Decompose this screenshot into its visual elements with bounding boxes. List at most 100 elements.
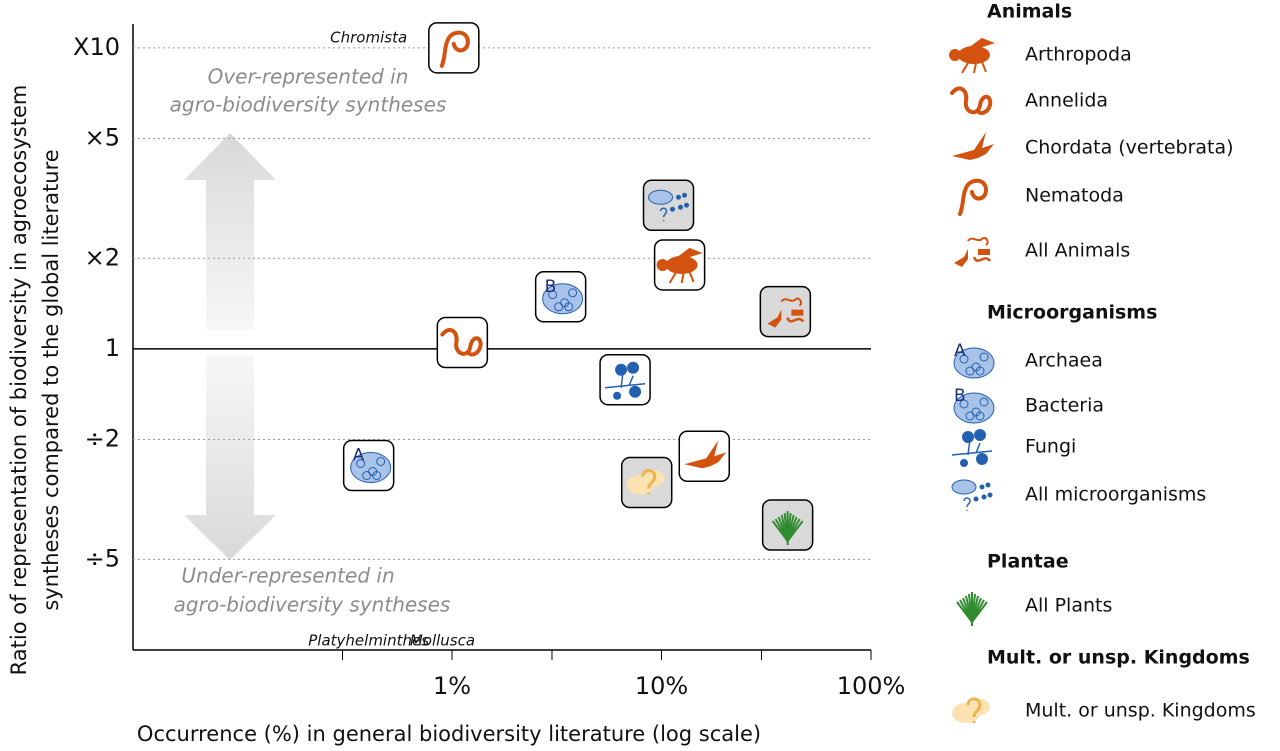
legend-label: All microorganisms (1025, 484, 1206, 506)
legend-letter: A (954, 341, 966, 361)
glyph (676, 194, 682, 200)
glyph (615, 363, 628, 376)
glyph (767, 309, 782, 328)
glyph (659, 207, 668, 222)
legend-icon (952, 697, 990, 723)
glyph (656, 258, 669, 271)
legend-title: Microorganisms (987, 302, 1157, 324)
glyph (979, 352, 989, 362)
under-text: agro-biodiversity syntheses (174, 593, 451, 617)
legend-icon (952, 132, 994, 160)
data-point (678, 430, 731, 483)
legend-label: Bacteria (1025, 395, 1104, 417)
glyph (372, 471, 382, 481)
y-tick-label: ×5 (85, 123, 120, 151)
glyph (965, 366, 975, 376)
glyph (678, 204, 684, 210)
x-axis-label: Occurrence (%) in general biodiversity l… (137, 722, 761, 746)
glyph (954, 249, 968, 267)
glyph (670, 206, 676, 212)
annotation: Mollusca (410, 632, 475, 650)
glyph (979, 397, 989, 407)
legend-icon (958, 178, 989, 216)
legend-letter: B (954, 386, 966, 406)
data-point (642, 179, 695, 232)
data-point (620, 456, 673, 509)
glyph (356, 459, 366, 469)
glyph (979, 484, 985, 490)
glyph (786, 520, 804, 542)
data-point: B (534, 271, 587, 323)
data-point (759, 285, 812, 338)
y-axis-label: syntheses compared to the global literat… (39, 149, 63, 610)
data-point (653, 239, 706, 291)
glyph (975, 366, 985, 376)
legend-label: Fungi (1025, 436, 1076, 458)
glyph (362, 471, 372, 481)
glyph (973, 496, 979, 502)
glyph (439, 30, 470, 68)
glyph (966, 697, 982, 723)
glyph (786, 317, 805, 323)
glyph (613, 391, 622, 400)
x-tick-label: 10% (635, 672, 688, 700)
glyph (668, 247, 703, 284)
y-tick-label: ×2 (85, 243, 120, 271)
y-tick-label: ÷2 (85, 425, 120, 453)
glyph (965, 411, 975, 421)
glyph (648, 189, 674, 205)
data-point (428, 22, 480, 74)
legend-label: All Animals (1025, 240, 1130, 262)
legend-icon (956, 592, 988, 626)
glyph (987, 492, 993, 498)
up-arrow (184, 133, 276, 330)
glyph (962, 431, 974, 443)
glyph (376, 457, 386, 467)
glyph (975, 411, 985, 421)
glyph (967, 236, 989, 246)
glyph (951, 479, 977, 495)
glyph (440, 328, 483, 357)
glyph (981, 494, 987, 500)
data-point (761, 499, 814, 551)
glyph (971, 601, 988, 623)
legend-icon (951, 429, 993, 467)
glyph (684, 440, 727, 469)
glyph (985, 482, 991, 488)
glyph (976, 453, 988, 465)
legend-label: Chordata (vertebrata) (1025, 137, 1234, 159)
glyph (963, 497, 971, 511)
glyph (950, 86, 993, 115)
glyph (641, 469, 657, 495)
legend-label: Arthropoda (1025, 44, 1132, 66)
down-arrow (184, 355, 276, 560)
data-point (436, 316, 489, 369)
legend-title: Plantae (987, 551, 1069, 573)
glyph (548, 290, 558, 300)
legend-label: Mult. or unsp. Kingdoms (1025, 700, 1256, 722)
glyph (960, 459, 968, 467)
legend-icon (951, 479, 993, 511)
y-axis-label: Ratio of representation of biodiversity … (7, 85, 31, 676)
y-tick-label: X10 (73, 33, 120, 61)
under-text: Under-represented in (181, 564, 394, 588)
annotation: Chromista (330, 28, 407, 46)
glyph (952, 132, 994, 160)
y-tick-label: 1 (105, 334, 120, 362)
icon-box (599, 353, 651, 406)
glyph (978, 249, 990, 255)
icon-letter: A (353, 446, 365, 466)
legend-icon (950, 86, 993, 115)
legend-label: Nematoda (1025, 185, 1124, 207)
data-point: A (342, 439, 395, 492)
x-tick-label: 100% (837, 672, 906, 700)
legend-label: Archaea (1025, 350, 1103, 372)
legend-label: Annelida (1025, 90, 1108, 112)
glyph (959, 354, 969, 364)
glyph (959, 399, 969, 409)
glyph (791, 309, 804, 316)
icon-letter: B (545, 277, 557, 297)
glyph (554, 302, 564, 312)
legend-title: Animals (987, 1, 1072, 23)
